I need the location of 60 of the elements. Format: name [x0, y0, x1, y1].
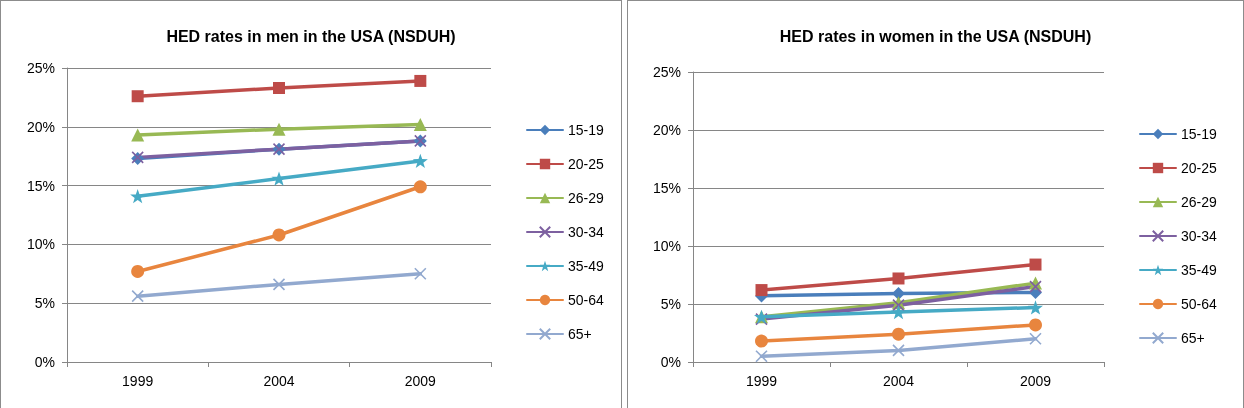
point: [755, 284, 768, 297]
legend-label: 20-25: [568, 156, 605, 172]
y-tick-label: 20%: [652, 122, 681, 138]
y-tick-label: 15%: [652, 180, 681, 196]
x-tick-label: 1999: [122, 373, 154, 389]
legend-label: 30-34: [568, 224, 605, 240]
point: [892, 344, 905, 357]
legend-label: 15-19: [1181, 126, 1218, 142]
point: [1029, 318, 1042, 332]
legend-label: 20-25: [1181, 160, 1218, 176]
y-tick-label: 25%: [652, 64, 681, 80]
legend-label: 26-29: [1181, 194, 1218, 210]
y-tick-label: 10%: [652, 238, 681, 254]
x-tick-label: 2004: [263, 373, 295, 389]
legend-label: 30-34: [1181, 228, 1218, 244]
point: [892, 287, 905, 301]
y-tick-label: 25%: [26, 60, 55, 76]
point: [413, 180, 427, 194]
point: [1029, 258, 1042, 271]
y-tick-label: 0%: [34, 354, 55, 370]
point: [131, 289, 144, 303]
point: [1028, 300, 1043, 315]
point: [413, 117, 427, 131]
point: [755, 334, 768, 348]
legend-label: 35-49: [1181, 262, 1218, 278]
point: [272, 122, 286, 136]
point: [272, 228, 286, 242]
point: [131, 264, 145, 278]
point: [755, 349, 768, 363]
point: [414, 74, 427, 87]
legend-label: 65+: [1181, 330, 1205, 346]
x-tick-label: 2004: [882, 373, 915, 389]
legend-label: 15-19: [568, 122, 605, 138]
point: [1029, 280, 1042, 293]
y-tick-label: 20%: [26, 118, 55, 135]
chart-title: HED rates in women in the USA (NSDUH): [779, 27, 1092, 45]
y-tick-label: 0%: [660, 354, 681, 370]
point: [1029, 332, 1042, 346]
point: [892, 327, 905, 341]
legend-label: 26-29: [568, 190, 605, 206]
y-tick-label: 15%: [26, 177, 55, 194]
y-tick-label: 10%: [26, 236, 55, 253]
point: [131, 90, 144, 103]
point: [412, 153, 428, 169]
legend-label: 50-64: [568, 292, 605, 308]
point: [272, 278, 286, 291]
legend-label: 35-49: [568, 258, 605, 274]
x-tick-label: 2009: [1019, 373, 1052, 389]
point: [273, 81, 285, 94]
y-tick-label: 5%: [34, 295, 55, 312]
point: [892, 272, 905, 285]
x-tick-label: 2009: [404, 373, 437, 389]
legend-label: 65+: [568, 326, 592, 342]
y-tick-label: 5%: [660, 296, 681, 312]
point: [414, 267, 427, 281]
chart-title: HED rates in men in the USA (NSDUH): [166, 27, 456, 45]
legend-label: 50-64: [1181, 296, 1218, 312]
point: [891, 304, 906, 320]
point: [131, 128, 145, 142]
x-tick-label: 1999: [745, 373, 778, 389]
